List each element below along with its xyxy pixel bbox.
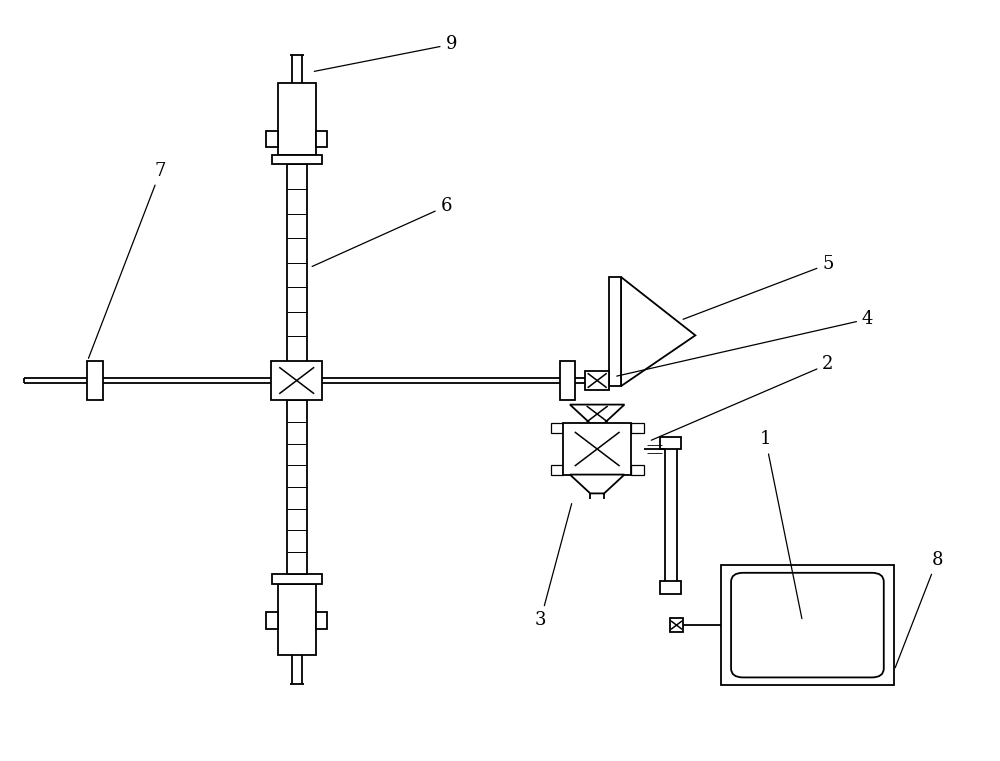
Bar (670, 619, 683, 632)
Text: 9: 9 (314, 35, 457, 72)
Bar (272, 574, 322, 584)
Bar (560, 361, 575, 400)
Polygon shape (570, 405, 624, 423)
Bar (278, 83, 316, 154)
Bar (316, 613, 327, 629)
Bar (278, 584, 316, 655)
Text: 6: 6 (312, 197, 452, 266)
Polygon shape (621, 277, 695, 386)
Text: 4: 4 (617, 310, 873, 376)
Bar (272, 154, 322, 164)
Bar (316, 131, 327, 147)
Bar (563, 423, 631, 475)
Text: 7: 7 (88, 162, 166, 358)
Bar (551, 465, 563, 475)
Bar (609, 277, 621, 386)
FancyBboxPatch shape (731, 573, 884, 677)
Bar (665, 443, 677, 587)
Bar (660, 437, 681, 449)
Bar (266, 131, 278, 147)
Bar (585, 371, 609, 390)
Bar (660, 581, 681, 594)
Text: 2: 2 (651, 355, 834, 440)
Text: 3: 3 (535, 504, 572, 629)
Bar (631, 465, 644, 475)
Text: 1: 1 (760, 431, 802, 619)
Polygon shape (570, 475, 624, 493)
Bar (271, 361, 322, 400)
Bar (721, 565, 894, 686)
Bar (551, 423, 563, 433)
Text: 8: 8 (895, 551, 943, 667)
Bar (266, 613, 278, 629)
Bar (87, 361, 103, 400)
Bar (631, 423, 644, 433)
Text: 5: 5 (683, 255, 834, 320)
